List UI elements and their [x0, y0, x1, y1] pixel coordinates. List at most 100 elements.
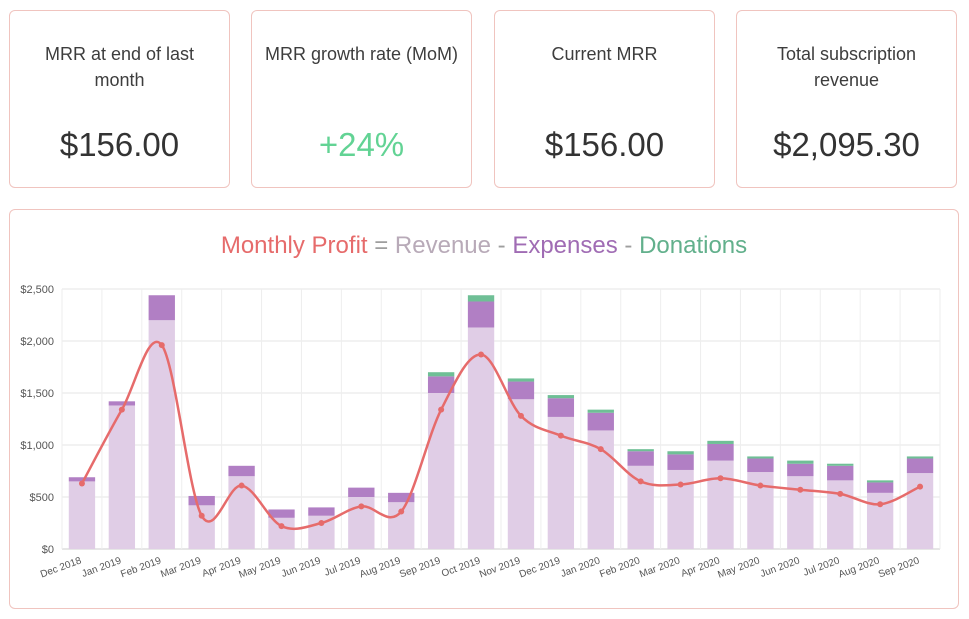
expenses-bar — [268, 509, 295, 518]
expenses-bar — [587, 412, 614, 431]
profit-point — [478, 351, 485, 358]
profit-point — [158, 342, 165, 349]
title-profit: Monthly Profit — [220, 232, 368, 259]
revenue-bar — [427, 393, 455, 549]
x-tick-label: Feb 2019 — [119, 555, 163, 580]
title-expenses: Expenses — [512, 232, 618, 259]
profit-point — [797, 486, 804, 493]
expenses-bar — [707, 443, 734, 461]
title-equals: = — [367, 232, 395, 259]
title-minus: - — [617, 232, 640, 259]
chart-title: Monthly Profit = Revenue - Expenses - Do… — [10, 230, 958, 262]
expenses-bar — [427, 376, 455, 393]
expenses-bar — [68, 477, 96, 482]
donations-bar — [587, 409, 614, 413]
metric-label: Total subscription revenue — [776, 44, 917, 90]
donations-bar — [507, 378, 535, 382]
donations-bar — [827, 463, 854, 466]
revenue-bar — [467, 327, 495, 549]
metric-card-mrr-last-month: MRR at end of last month $156.00 — [9, 10, 230, 188]
title-revenue: Revenue — [394, 232, 491, 259]
metric-value: $156.00 — [544, 126, 665, 163]
metric-card-total-subscription-revenue: Total subscription revenue $2,095.30 — [736, 10, 957, 188]
title-donations: Donations — [639, 232, 748, 259]
revenue-bar — [148, 320, 175, 549]
expenses-bar — [667, 454, 694, 470]
profit-point — [238, 482, 245, 489]
x-tick-label: Jun 2020 — [759, 555, 802, 580]
x-tick-label: Aug 2019 — [358, 555, 402, 580]
profit-point — [837, 490, 844, 497]
donations-bar — [427, 372, 455, 377]
metric-value: $2,095.30 — [773, 126, 920, 163]
y-tick-label: $0 — [42, 544, 54, 556]
y-tick-label: $500 — [30, 492, 54, 504]
x-tick-label: Mar 2020 — [638, 555, 682, 580]
expenses-bar — [228, 465, 255, 477]
profit-point — [118, 406, 125, 413]
expenses-bar — [467, 301, 495, 328]
profit-point — [637, 478, 644, 485]
x-tick-label: Jan 2020 — [559, 555, 602, 580]
donations-bar — [866, 480, 894, 483]
expenses-bar — [627, 451, 654, 466]
profit-point — [677, 481, 684, 488]
x-tick-label: May 2020 — [716, 555, 761, 581]
expenses-bar — [308, 507, 335, 516]
grid: $0 $500 $1,000 $1,500 $2,000 $2,500 — [20, 284, 941, 556]
expenses-bar — [827, 465, 854, 481]
donations-bar — [547, 395, 575, 399]
x-tick-label: Jul 2019 — [323, 555, 363, 578]
title-minus: - — [491, 232, 513, 259]
x-tick-label: Sep 2020 — [877, 555, 921, 580]
donations-bar — [707, 440, 734, 444]
expenses-bar — [388, 492, 415, 503]
x-tick-label: Aug 2020 — [837, 555, 881, 580]
x-tick-label: Jan 2019 — [80, 555, 123, 580]
expenses-bar — [108, 401, 136, 406]
profit-line — [80, 340, 921, 530]
profit-point — [877, 501, 884, 508]
expenses-bar — [787, 463, 814, 477]
revenue-bar — [507, 399, 535, 549]
revenue-bar — [707, 460, 734, 549]
profit-point — [438, 406, 445, 413]
metric-value: +24% — [318, 126, 405, 163]
x-tick-label: Mar 2019 — [159, 555, 203, 580]
expenses-bar — [906, 458, 934, 474]
y-tick-label: $2,000 — [20, 336, 54, 348]
revenue-bar — [827, 480, 854, 549]
x-tick-label: Sep 2019 — [398, 555, 442, 580]
profit-point — [398, 508, 405, 515]
metric-label: MRR at end of last month — [44, 44, 195, 90]
profit-point — [597, 446, 604, 453]
x-tick-label: Feb 2020 — [598, 555, 642, 580]
expenses-bar — [507, 381, 535, 400]
expenses-bar — [148, 295, 175, 321]
profit-point — [717, 475, 724, 482]
profit-point — [198, 512, 205, 519]
donations-bar — [906, 456, 934, 459]
chart-panel: Monthly Profit = Revenue - Expenses - Do… — [9, 209, 959, 609]
expenses-bar — [747, 458, 774, 473]
x-tick-label: Dec 2019 — [518, 555, 562, 580]
y-tick-label: $1,500 — [20, 388, 54, 400]
y-tick-label: $1,000 — [20, 440, 54, 452]
revenue-bar — [268, 517, 295, 549]
profit-point — [278, 523, 285, 530]
expenses-bar — [866, 482, 894, 493]
profit-point — [757, 482, 764, 489]
metric-card-current-mrr: Current MRR $156.00 — [494, 10, 715, 188]
revenue-bar — [108, 405, 136, 549]
metric-label: Current MRR — [551, 44, 658, 64]
profit-point — [917, 483, 924, 490]
metric-card-mrr-growth: MRR growth rate (MoM) +24% — [251, 10, 472, 188]
revenue-bar — [188, 505, 215, 549]
expenses-bar — [348, 487, 375, 497]
x-tick-label: May 2019 — [237, 555, 282, 581]
donations-bar — [787, 460, 814, 464]
x-tick-label: Nov 2019 — [478, 555, 522, 580]
expenses-bar — [547, 398, 575, 417]
x-tick-label: Dec 2018 — [39, 555, 83, 580]
